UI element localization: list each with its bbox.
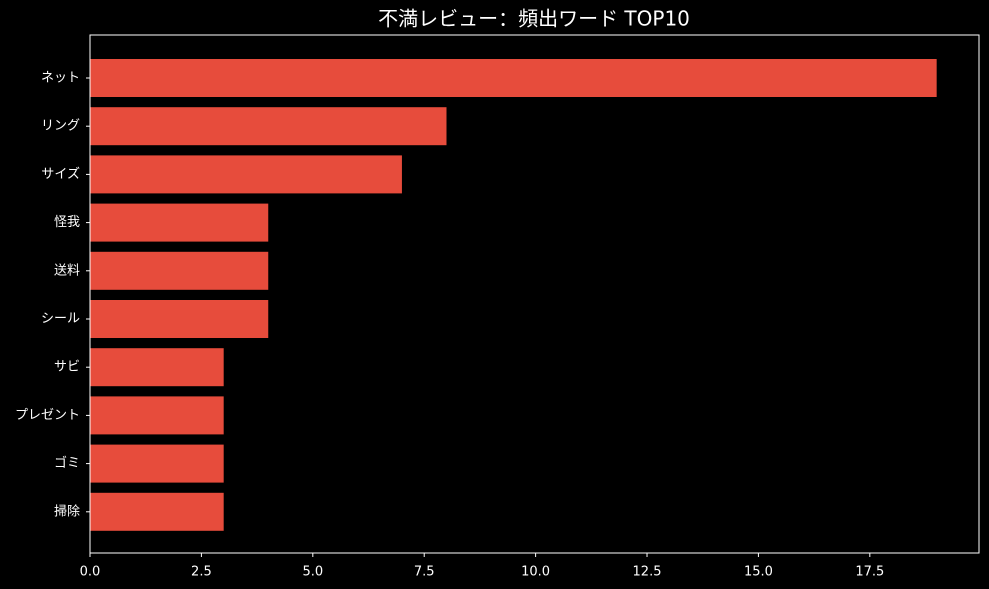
bar <box>90 492 224 531</box>
x-tick-label: 12.5 <box>633 565 662 580</box>
y-tick-label: プレゼント <box>15 408 80 423</box>
y-tick-label: ゴミ <box>54 455 80 471</box>
bar <box>90 348 224 387</box>
bar <box>90 251 269 290</box>
y-tick-label: サイズ <box>41 166 80 182</box>
x-tick-label: 10.0 <box>521 565 550 580</box>
x-tick-label: 15.0 <box>744 565 773 580</box>
bar <box>90 155 402 194</box>
x-tick-label: 2.5 <box>191 565 212 580</box>
chart-title: 不満レビュー：頻出ワード TOP10 <box>378 7 690 31</box>
axes-frame <box>89 34 980 554</box>
y-tick-label: リング <box>41 119 80 134</box>
bar <box>90 203 269 242</box>
y-tick-label: 怪我 <box>54 215 80 230</box>
bar <box>90 444 224 483</box>
y-tick-label: サビ <box>54 360 80 375</box>
y-tick-label: 掃除 <box>54 503 80 519</box>
y-tick-label: ネット <box>41 71 80 86</box>
x-tick-label: 17.5 <box>855 565 884 580</box>
bar <box>90 59 937 97</box>
y-tick-label: 送料 <box>54 263 80 278</box>
bar <box>90 396 224 435</box>
x-tick-label: 7.5 <box>414 565 435 580</box>
x-tick-label: 0.0 <box>80 565 101 580</box>
y-tick-label: シール <box>41 312 80 327</box>
bar <box>90 107 447 146</box>
bar <box>90 300 269 338</box>
x-tick-label: 5.0 <box>302 565 323 580</box>
